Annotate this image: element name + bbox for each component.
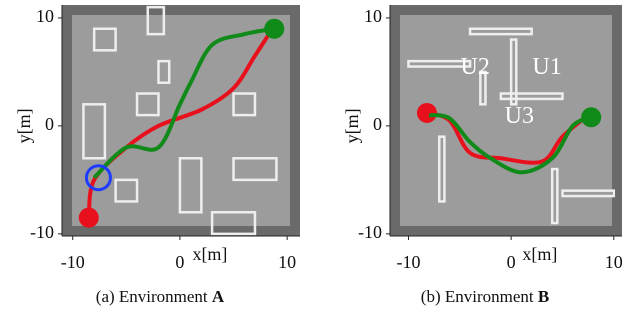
start-marker [264, 19, 284, 39]
x-tick-label: 0 [175, 252, 184, 272]
y-tick-label: 10 [36, 6, 54, 26]
caption-text: (a) Environment [96, 287, 208, 306]
y-tick-label: 0 [45, 114, 54, 134]
region-label: U2 [461, 54, 490, 80]
caption: (b) Environment B [421, 287, 549, 306]
y-axis-label: y[m] [342, 108, 362, 143]
region-label: U1 [532, 54, 561, 80]
x-axis-label: x[m] [192, 244, 227, 264]
x-tick-label: -10 [396, 252, 420, 272]
x-tick-label: 0 [507, 252, 516, 272]
start-marker [79, 208, 99, 228]
y-tick-label: 10 [364, 6, 382, 26]
y-tick-label: 0 [373, 114, 382, 134]
y-tick-label: -10 [30, 222, 54, 242]
x-tick-label: 10 [605, 252, 623, 272]
y-axis-label: y[m] [14, 108, 34, 143]
caption-bold: A [212, 287, 225, 306]
start-marker [417, 103, 437, 123]
caption-text: (b) Environment [421, 287, 534, 306]
page: {"chart_data": [ {"type": "line", "capti… [0, 0, 626, 320]
y-tick-label: -10 [358, 222, 382, 242]
x-axis-label: x[m] [522, 244, 557, 264]
caption: (a) Environment A [96, 287, 225, 306]
caption-bold: B [538, 287, 549, 306]
x-tick-label: 10 [278, 252, 296, 272]
x-tick-label: -10 [61, 252, 85, 272]
region-label: U3 [505, 103, 534, 129]
start-marker [581, 107, 601, 127]
figure: -10 0 10 -10 0 10 x[m] y[m] (a) Environment A -10… [0, 0, 626, 320]
